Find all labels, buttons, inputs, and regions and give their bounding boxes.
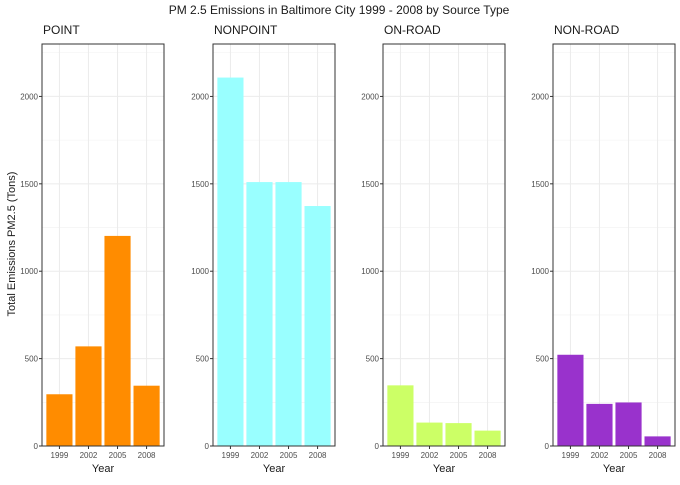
x-tick-label: 1999 <box>222 451 240 460</box>
bar-point-2002 <box>75 346 102 446</box>
x-tick-label: 2002 <box>421 451 439 460</box>
y-tick-label: 0 <box>375 442 380 451</box>
bar-on-road-2005 <box>445 423 472 446</box>
y-axis-title: Total Emissions PM2.5 (Tons) <box>6 172 18 317</box>
bar-point-2005 <box>104 235 131 446</box>
panel-border <box>41 43 165 447</box>
bar-nonpoint-2008 <box>304 206 331 446</box>
x-axis-title: Year <box>263 463 286 475</box>
bar-nonpoint-1999 <box>217 77 244 446</box>
bar-non-road-2005 <box>615 402 642 446</box>
bar-nonpoint-2005 <box>275 182 302 447</box>
panel-on-road: ON-ROAD 0 500 1000 1500 2000 1999 2002 2005 2008 Y… <box>361 23 506 475</box>
x-axis-title: Year <box>433 463 456 475</box>
y-tick-label: 2000 <box>531 92 549 101</box>
x-tick-label: 2005 <box>620 451 638 460</box>
y-tick-label: 1000 <box>361 267 379 276</box>
x-tick-label: 2008 <box>479 451 497 460</box>
x-tick-label: 2005 <box>109 451 127 460</box>
x-tick-label: 2002 <box>251 451 269 460</box>
x-tick-label: 2008 <box>309 451 327 460</box>
chart-title: PM 2.5 Emissions in Baltimore City 1999 … <box>169 3 510 17</box>
x-tick-label: 2002 <box>591 451 609 460</box>
panel-title: NON-ROAD <box>554 23 620 37</box>
y-tick-label: 0 <box>205 442 210 451</box>
panels: POINT 0 500 1000 1500 2000 1999 2002 2005 2008 Yea… <box>20 23 676 475</box>
bar-non-road-2008 <box>644 436 671 446</box>
panel-border <box>552 43 676 447</box>
y-tick-label: 500 <box>536 355 550 364</box>
x-axis-title: Year <box>92 463 115 475</box>
panel-point: POINT 0 500 1000 1500 2000 1999 2002 2005 2008 Yea… <box>20 23 165 475</box>
panel-non-road: NON-ROAD 0 500 1000 1500 2000 1999 2002 2005 2008… <box>531 23 676 475</box>
x-tick-label: 2002 <box>80 451 98 460</box>
y-tick-label: 1500 <box>20 180 38 189</box>
bar-non-road-2002 <box>586 403 613 446</box>
x-tick-label: 1999 <box>562 451 580 460</box>
y-tick-label: 1500 <box>531 180 549 189</box>
panel-title: NONPOINT <box>214 23 278 37</box>
x-tick-label: 1999 <box>392 451 410 460</box>
x-axis-title: Year <box>603 463 626 475</box>
y-tick-label: 1500 <box>191 180 209 189</box>
y-tick-label: 1000 <box>191 267 209 276</box>
bar-nonpoint-2002 <box>246 182 273 447</box>
panel-border <box>382 43 506 447</box>
panel-nonpoint: NONPOINT 0 500 1000 1500 2000 1999 2002 2005 2008… <box>191 23 336 475</box>
panel-title: ON-ROAD <box>384 23 441 37</box>
y-tick-label: 0 <box>545 442 550 451</box>
panel-border <box>212 43 336 447</box>
y-tick-label: 500 <box>366 355 380 364</box>
y-tick-label: 500 <box>196 355 210 364</box>
gridlines <box>383 44 505 447</box>
x-tick-label: 2008 <box>649 451 667 460</box>
bar-on-road-2008 <box>474 430 501 446</box>
bar-point-2008 <box>133 385 160 446</box>
y-tick-label: 1000 <box>531 267 549 276</box>
y-tick-label: 2000 <box>20 92 38 101</box>
y-tick-label: 0 <box>34 442 39 451</box>
bar-non-road-1999 <box>557 354 584 446</box>
y-tick-label: 500 <box>25 355 39 364</box>
y-tick-label: 2000 <box>361 92 379 101</box>
x-tick-label: 1999 <box>51 451 69 460</box>
x-tick-label: 2008 <box>138 451 156 460</box>
x-tick-label: 2005 <box>450 451 468 460</box>
y-tick-label: 1500 <box>361 180 379 189</box>
bar-point-1999 <box>46 394 73 446</box>
y-tick-label: 1000 <box>20 267 38 276</box>
y-tick-label: 2000 <box>191 92 209 101</box>
bar-on-road-2002 <box>416 422 443 446</box>
panel-title: POINT <box>43 23 80 37</box>
x-tick-label: 2005 <box>280 451 298 460</box>
bar-on-road-1999 <box>387 385 414 446</box>
